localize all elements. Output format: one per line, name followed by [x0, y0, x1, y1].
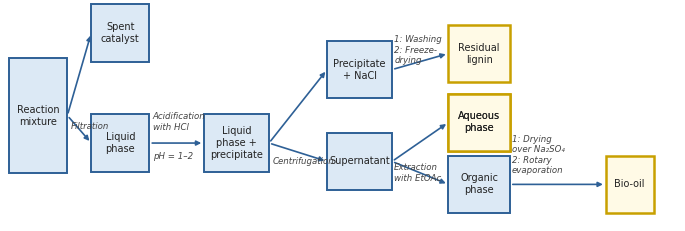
- Text: Extraction
with EtOAc: Extraction with EtOAc: [394, 163, 441, 182]
- FancyBboxPatch shape: [91, 4, 149, 61]
- Text: Residual
lignin: Residual lignin: [458, 43, 500, 64]
- Text: Liquid
phase: Liquid phase: [105, 132, 135, 154]
- FancyBboxPatch shape: [9, 58, 67, 173]
- Text: Precipitate
+ NaCl: Precipitate + NaCl: [334, 59, 386, 81]
- Text: Reaction
mixture: Reaction mixture: [17, 104, 60, 127]
- Text: pH = 1–2: pH = 1–2: [153, 152, 193, 161]
- FancyBboxPatch shape: [327, 41, 392, 98]
- FancyBboxPatch shape: [449, 25, 510, 82]
- Text: Liquid
phase +
precipitate: Liquid phase + precipitate: [210, 126, 263, 160]
- FancyBboxPatch shape: [91, 114, 149, 172]
- Text: Acidification
with HCl: Acidification with HCl: [153, 112, 206, 132]
- Text: 1: Drying
over Na₂SO₄
2: Rotary
evaporation: 1: Drying over Na₂SO₄ 2: Rotary evaporat…: [512, 135, 565, 175]
- FancyBboxPatch shape: [327, 133, 392, 190]
- Text: Supernatant: Supernatant: [329, 156, 390, 166]
- Text: Centrifugation: Centrifugation: [273, 157, 334, 166]
- Text: 1: Washing
2: Freeze-
drying: 1: Washing 2: Freeze- drying: [394, 35, 442, 65]
- FancyBboxPatch shape: [449, 156, 510, 213]
- Text: Filtration: Filtration: [71, 122, 109, 131]
- Text: Aqueous
phase: Aqueous phase: [458, 111, 500, 133]
- FancyBboxPatch shape: [449, 94, 510, 151]
- Text: Bio-oil: Bio-oil: [614, 179, 645, 189]
- FancyBboxPatch shape: [449, 94, 510, 151]
- FancyBboxPatch shape: [204, 114, 269, 172]
- Text: Organic
phase: Organic phase: [460, 173, 498, 195]
- FancyBboxPatch shape: [606, 156, 653, 213]
- Text: Aqueous
phase: Aqueous phase: [458, 111, 500, 133]
- Text: Spent
catalyst: Spent catalyst: [101, 22, 140, 44]
